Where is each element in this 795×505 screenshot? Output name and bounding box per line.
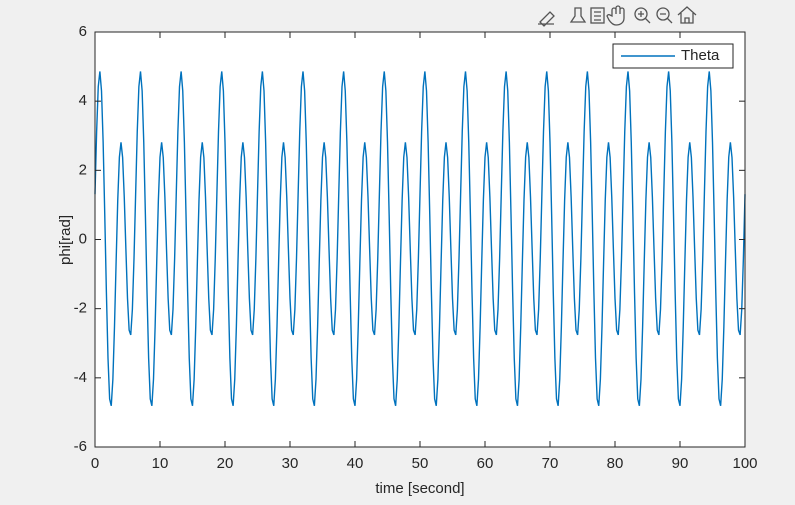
x-tick-label: 90 [672, 455, 689, 472]
legend-label: Theta [681, 47, 720, 64]
axes-background [95, 32, 745, 447]
x-tick-label: 10 [152, 455, 169, 472]
y-tick-label: -4 [74, 369, 87, 386]
x-tick-label: 40 [347, 455, 364, 472]
zoom-in-icon-detail [638, 11, 651, 24]
home-icon[interactable] [677, 6, 697, 24]
data-line [94, 71, 746, 407]
x-tick-label: 100 [732, 455, 757, 472]
zoom-in-icon[interactable] [634, 7, 648, 21]
x-tick-label: 30 [282, 455, 299, 472]
x-tick-label: 80 [607, 455, 624, 472]
x-tick-label: 50 [412, 455, 429, 472]
x-tick-label: 20 [217, 455, 234, 472]
legend-icon[interactable] [590, 7, 605, 24]
pan-icon[interactable] [606, 5, 625, 26]
x-axis-label: time [second] [375, 480, 464, 497]
x-tick-label: 0 [91, 455, 99, 472]
y-tick-label: 2 [79, 161, 87, 178]
zoom-out-icon-detail [660, 13, 673, 24]
y-tick-label: 6 [79, 23, 87, 40]
legend-icon-lines [594, 11, 601, 21]
x-tick-label: 60 [477, 455, 494, 472]
flask-icon[interactable] [569, 7, 587, 23]
x-tick-label: 70 [542, 455, 559, 472]
y-tick-label: -6 [74, 438, 87, 455]
y-tick-label: -2 [74, 300, 87, 317]
toolbar [538, 5, 697, 27]
y-axis-label: phi[rad] [57, 215, 74, 265]
y-tick-label: 4 [79, 92, 87, 109]
zoom-out-icon[interactable] [656, 7, 670, 21]
y-tick-label: 0 [79, 230, 87, 247]
brush-icon[interactable] [538, 11, 555, 27]
